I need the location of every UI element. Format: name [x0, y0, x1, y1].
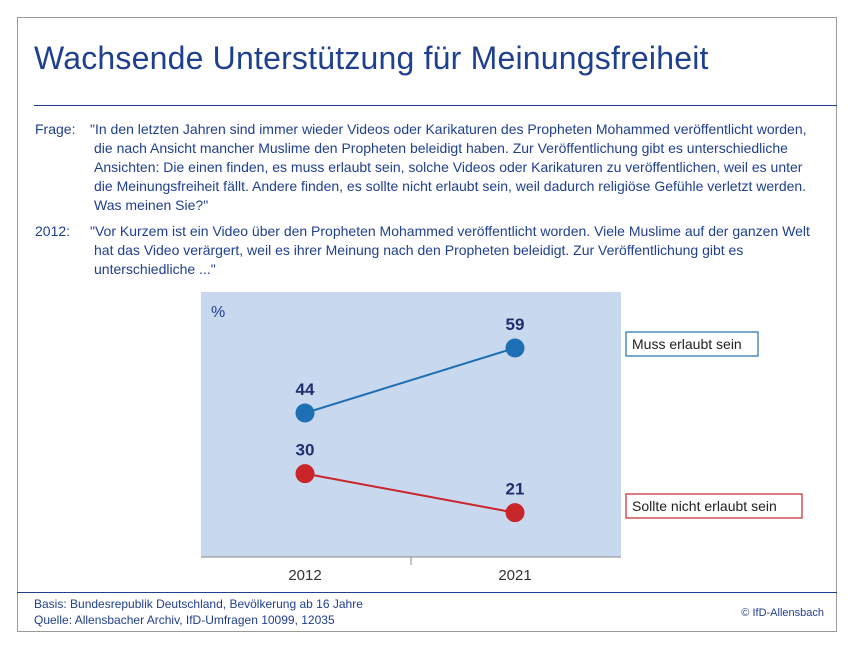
figure-frame	[17, 17, 837, 632]
footer-source: Quelle: Allensbacher Archiv, IfD-Umfrage…	[34, 613, 335, 627]
plot-area	[201, 292, 621, 557]
data-point	[505, 338, 525, 358]
data-label: 30	[296, 441, 315, 460]
question-label: 2012:	[35, 223, 71, 239]
series-line	[304, 472, 516, 514]
footer-basis: Basis: Bundesrepublik Deutschland, Bevöl…	[34, 597, 363, 611]
data-point	[295, 464, 315, 484]
x-tick-label: 2012	[288, 567, 321, 584]
data-label: 59	[506, 315, 525, 334]
legend-box	[625, 331, 759, 357]
x-tick-label: 2021	[498, 567, 531, 584]
question-label: Frage:	[35, 121, 76, 137]
data-point	[505, 503, 525, 523]
series-line	[304, 347, 516, 414]
data-label: 44	[296, 380, 315, 399]
legend-label: Sollte nicht erlaubt sein	[632, 498, 777, 514]
footer-divider	[17, 592, 837, 593]
data-point	[295, 403, 315, 423]
copyright: © IfD-Allensbach	[741, 607, 824, 619]
question-text: "In den letzten Jahren sind immer wieder…	[90, 121, 807, 213]
data-label: 21	[506, 480, 525, 499]
legend-label: Muss erlaubt sein	[632, 336, 742, 352]
legend-box	[625, 493, 803, 519]
question-block-2012: 2012: "Vor Kurzem ist ein Video über den…	[35, 222, 825, 282]
question-text: "Vor Kurzem ist ein Video über den Proph…	[90, 223, 810, 277]
question-block-frage: Frage: "In den letzten Jahren sind immer…	[35, 120, 825, 215]
y-unit-label: %	[211, 304, 225, 321]
title-divider	[34, 105, 837, 106]
chart-title: Wachsende Unterstützung für Meinungsfrei…	[34, 40, 709, 76]
